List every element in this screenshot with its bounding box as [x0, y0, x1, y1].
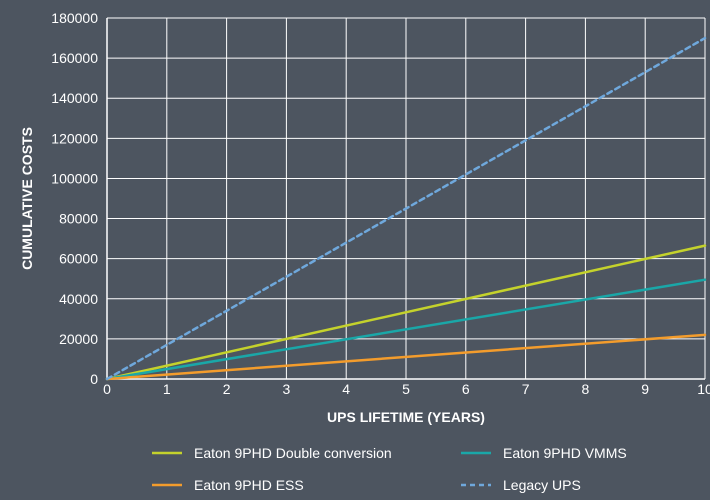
x-tick-label: 3 [283, 381, 291, 397]
tick-labels: 0 1 2 3 4 5 6 7 8 9 10 0 20000 40000 60000 80000 100000 1… [51, 10, 710, 397]
x-tick-label: 9 [641, 381, 649, 397]
legend-label: Legacy UPS [503, 477, 581, 493]
legend-item: Eaton 9PHD ESS [152, 477, 304, 493]
y-tick-label: 80000 [59, 211, 98, 227]
legend-item: Eaton 9PHD VMMS [461, 445, 627, 461]
y-tick-label: 140000 [51, 90, 98, 106]
legend-label: Eaton 9PHD VMMS [503, 445, 627, 461]
legend-label: Eaton 9PHD ESS [194, 477, 304, 493]
x-tick-label: 0 [103, 381, 111, 397]
x-tick-label: 7 [522, 381, 530, 397]
series-line-eaton-9phd-ess [105, 333, 707, 381]
x-tick-label: 4 [342, 381, 350, 397]
y-tick-label: 160000 [51, 50, 98, 66]
x-tick-label: 1 [163, 381, 171, 397]
legend-label: Eaton 9PHD Double conversion [194, 445, 392, 461]
legend-item: Eaton 9PHD Double conversion [152, 445, 392, 461]
y-tick-label: 100000 [51, 170, 98, 186]
y-tick-label: 120000 [51, 130, 98, 146]
axes [106, 18, 705, 380]
legend: Eaton 9PHD Double conversion Eaton 9PHD V… [152, 445, 627, 493]
grid [106, 17, 706, 380]
y-tick-label: 20000 [59, 331, 98, 347]
series-lines [105, 36, 707, 381]
series-line-legacy-ups [105, 36, 707, 381]
series-line-eaton-9phd-double-conversion [105, 244, 707, 381]
x-tick-label: 2 [223, 381, 231, 397]
series-line-eaton-9phd-vmms [105, 278, 707, 381]
y-axis-label: CUMULATIVE COSTS [19, 127, 35, 270]
x-tick-label: 5 [402, 381, 410, 397]
y-tick-label: 40000 [59, 291, 98, 307]
y-tick-label: 180000 [51, 10, 98, 26]
legend-item: Legacy UPS [461, 477, 581, 493]
y-tick-label: 0 [90, 371, 98, 387]
x-tick-label: 8 [582, 381, 590, 397]
x-tick-label: 10 [697, 381, 710, 397]
y-tick-label: 60000 [59, 251, 98, 267]
x-axis-label: UPS LIFETIME (YEARS) [327, 409, 485, 425]
x-tick-label: 6 [462, 381, 470, 397]
